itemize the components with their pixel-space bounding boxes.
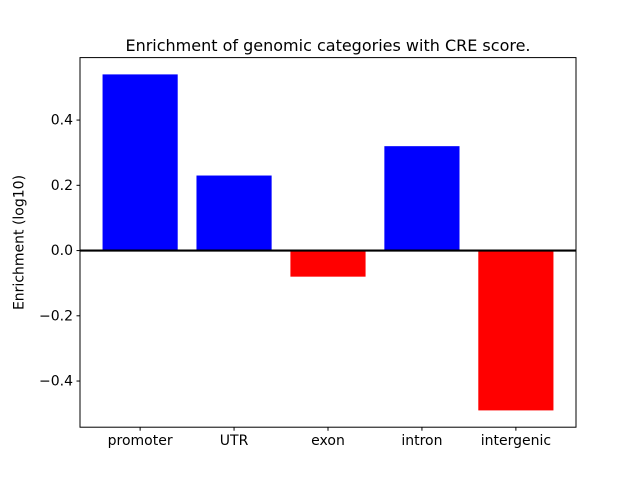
x-tick-label-promoter: promoter <box>108 433 173 449</box>
bar-exon <box>290 250 366 277</box>
bar-UTR <box>196 175 272 251</box>
y-axis-label: Enrichment (log10) <box>11 174 28 311</box>
bar-intron <box>384 146 460 251</box>
x-tick-label-exon: exon <box>311 433 345 449</box>
y-tick-label: 0.0 <box>51 243 73 259</box>
y-tick-label: −0.4 <box>39 374 73 390</box>
x-tick-label-intergenic: intergenic <box>481 433 551 449</box>
x-tick-label-UTR: UTR <box>220 433 249 449</box>
bar-intergenic <box>478 250 554 411</box>
y-tick-label: −0.2 <box>39 308 73 324</box>
chart-title: Enrichment of genomic categories with CR… <box>125 36 531 55</box>
y-tick-label: 0.2 <box>51 178 73 194</box>
bar-promoter <box>102 74 178 251</box>
y-tick-label: 0.4 <box>51 113 73 129</box>
x-tick-label-intron: intron <box>401 433 442 449</box>
